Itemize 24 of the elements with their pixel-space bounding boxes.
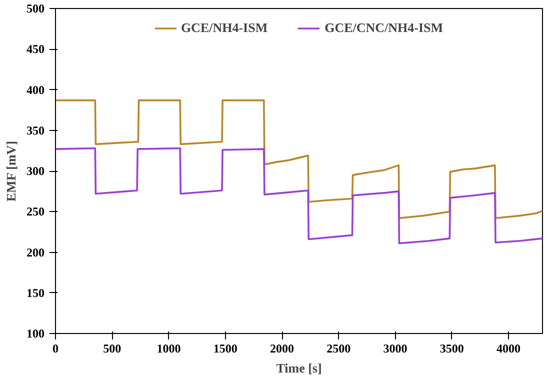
line-series: [56, 99, 542, 220]
y-tick-label: 150: [26, 286, 44, 300]
x-axis-title: Time [s]: [276, 360, 322, 376]
y-tick-label: 500: [26, 2, 44, 16]
x-tick-label: 3000: [383, 342, 408, 356]
y-axis-title: EMF [mV]: [4, 140, 18, 202]
y-tick-label: 100: [26, 326, 44, 340]
x-tick-label: 0: [52, 342, 58, 356]
x-tick-label: 4000: [496, 342, 521, 356]
y-tick-label: 450: [26, 42, 44, 56]
y-tick-label: 400: [26, 82, 44, 97]
y-tick-label: 200: [26, 245, 44, 260]
y-tick-label: 250: [26, 204, 44, 219]
legend-label: GCE/CNC/NH4-ISM: [324, 20, 444, 36]
x-tick-label: 2500: [326, 342, 351, 356]
line-series: [56, 147, 542, 244]
x-tick-label: 500: [103, 342, 122, 356]
x-tick-label: 1500: [213, 342, 238, 356]
x-tick-label: 1000: [156, 342, 181, 356]
y-tick-label: 350: [26, 123, 44, 138]
y-tick-label: 300: [26, 164, 44, 178]
x-tick-label: 2000: [270, 342, 294, 356]
legend-label: GCE/NH4-ISM: [180, 20, 268, 36]
x-tick-label: 3500: [440, 342, 464, 356]
